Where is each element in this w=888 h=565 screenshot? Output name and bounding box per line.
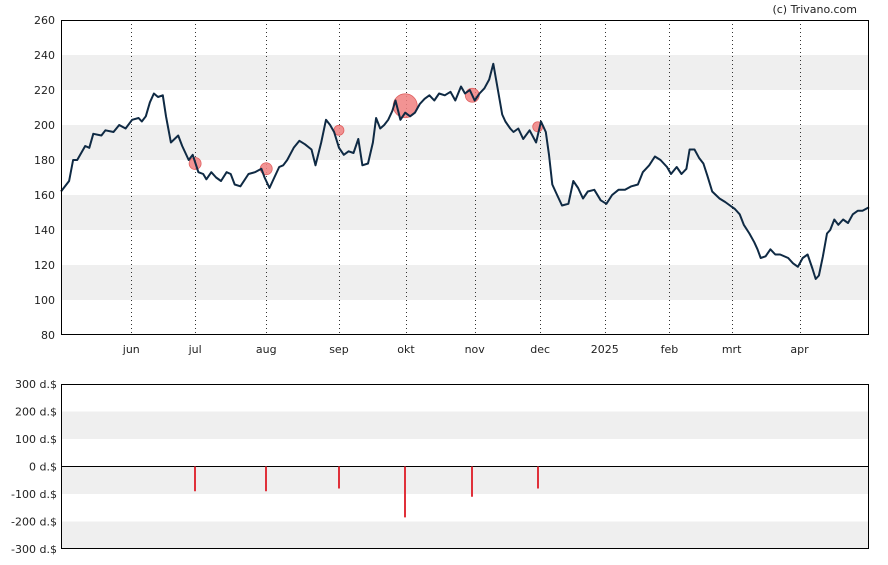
price-plot-frame bbox=[61, 20, 869, 335]
value-bar bbox=[194, 466, 196, 492]
x-tick-label: nov bbox=[465, 343, 486, 356]
bar-plot-frame bbox=[61, 384, 869, 549]
x-tick-label: jun bbox=[122, 343, 140, 356]
bar-y-tick-label: 300 d.$ bbox=[15, 378, 57, 391]
y-tick-label: 160 bbox=[34, 189, 55, 202]
copyright-label: (c) Trivano.com bbox=[772, 3, 857, 16]
value-bar bbox=[471, 466, 473, 497]
price-grid-band bbox=[61, 195, 869, 230]
value-bar bbox=[537, 466, 539, 489]
value-bar bbox=[338, 466, 340, 489]
bar-grid-band bbox=[61, 466, 869, 494]
y-tick-label: 80 bbox=[41, 329, 55, 342]
x-tick-label: okt bbox=[397, 343, 415, 356]
x-tick-label: dec bbox=[530, 343, 550, 356]
x-tick-label: aug bbox=[256, 343, 277, 356]
x-tick-label: 2025 bbox=[591, 343, 619, 356]
bar-y-tick-label: 100 d.$ bbox=[15, 433, 57, 446]
bar-y-tick-label: -300 d.$ bbox=[11, 543, 57, 556]
value-bar bbox=[265, 466, 267, 492]
value-bar bbox=[404, 466, 406, 518]
y-tick-label: 260 bbox=[34, 14, 55, 27]
y-tick-label: 220 bbox=[34, 84, 55, 97]
y-tick-label: 200 bbox=[34, 119, 55, 132]
bar-grid-band bbox=[61, 521, 869, 549]
x-tick-label: sep bbox=[329, 343, 348, 356]
bar-y-tick-label: 0 d.$ bbox=[29, 461, 57, 474]
x-tick-label: jul bbox=[188, 343, 202, 356]
bar-y-tick-label: 200 d.$ bbox=[15, 406, 57, 419]
y-tick-label: 120 bbox=[34, 259, 55, 272]
y-tick-label: 140 bbox=[34, 224, 55, 237]
price-series-line bbox=[60, 62, 870, 280]
bar-y-tick-label: -200 d.$ bbox=[11, 516, 57, 529]
y-tick-label: 100 bbox=[34, 294, 55, 307]
x-tick-label: apr bbox=[790, 343, 809, 356]
price-grid-band bbox=[61, 265, 869, 300]
bar-grid-band bbox=[61, 411, 869, 439]
x-tick-label: feb bbox=[661, 343, 679, 356]
price-grid-band bbox=[61, 125, 869, 160]
y-tick-label: 240 bbox=[34, 49, 55, 62]
x-tick-label: mrt bbox=[722, 343, 742, 356]
bar-y-tick-label: -100 d.$ bbox=[11, 488, 57, 501]
y-tick-label: 180 bbox=[34, 154, 55, 167]
price-grid-band bbox=[61, 55, 869, 90]
